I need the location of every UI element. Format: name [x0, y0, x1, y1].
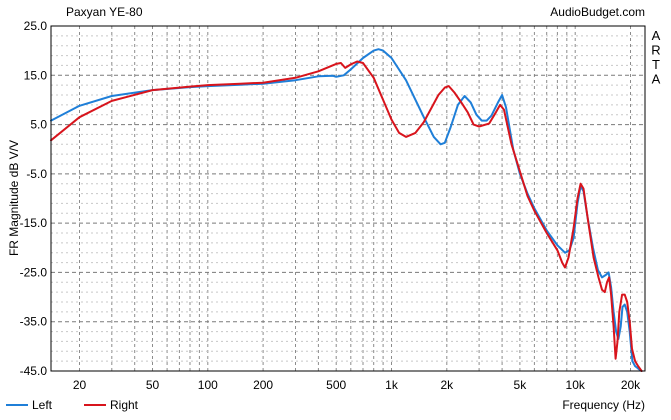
y-tick-label: -25.0	[20, 265, 48, 279]
x-tick-labels: 20 50 100 200 500 1k 2k 5k 10k 20k	[73, 378, 641, 392]
x-tick-label: 5k	[514, 378, 528, 392]
x-tick-label: 500	[326, 378, 346, 392]
x-tick-label: 50	[146, 378, 160, 392]
y-tick-label: -15.0	[20, 216, 48, 230]
y-tick-label: 5.0	[30, 118, 47, 132]
y-tick-label: -5.0	[26, 167, 47, 181]
y-tick-label: -35.0	[20, 315, 48, 329]
x-tick-label: 10k	[566, 378, 586, 392]
legend-label: Right	[110, 398, 139, 412]
y-tick-label: -45.0	[20, 364, 48, 378]
series-line-right	[50, 60, 643, 372]
legend: Left Right	[6, 398, 139, 412]
x-tick-label: 20k	[621, 378, 641, 392]
x-tick-label: 20	[73, 378, 87, 392]
chart-title: Paxyan YE-80	[66, 5, 143, 19]
plot-frame	[50, 25, 646, 372]
side-label-letter: A	[652, 72, 661, 87]
y-axis-label: FR Magnitude dB V/V	[7, 140, 21, 256]
legend-label: Left	[32, 398, 53, 412]
x-tick-label: 200	[253, 378, 273, 392]
x-tick-label: 100	[198, 378, 218, 392]
side-label-letter: T	[652, 57, 660, 72]
x-axis-label: Frequency (Hz)	[562, 398, 645, 412]
x-tick-label: 1k	[385, 378, 399, 392]
side-label-letter: A	[652, 28, 661, 43]
source-label: AudioBudget.com	[550, 5, 645, 19]
grid	[51, 25, 645, 372]
series-lines	[50, 48, 643, 372]
y-tick-label: 15.0	[24, 68, 48, 82]
y-tick-labels: 25.0 15.0 5.0 -5.0 -15.0 -25.0 -35.0 -45.0	[20, 19, 48, 378]
side-label-letter: R	[651, 43, 660, 58]
series-line-left	[50, 48, 643, 372]
x-tick-label: 2k	[440, 378, 454, 392]
y-tick-label: 25.0	[24, 19, 48, 33]
plot-background	[51, 26, 645, 371]
